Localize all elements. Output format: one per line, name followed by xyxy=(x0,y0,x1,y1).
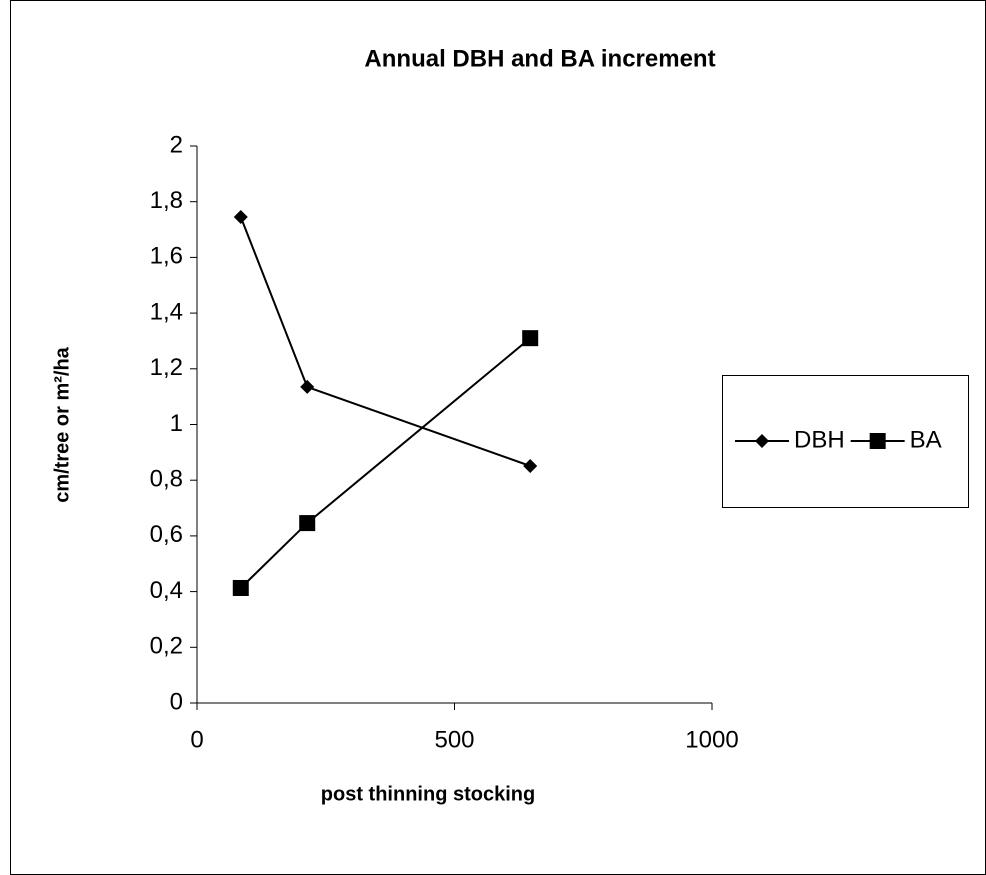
y-tick-label: 1 xyxy=(170,410,183,437)
y-axis-label: cm/tree or m²/ha xyxy=(51,346,73,502)
legend-label: BA xyxy=(910,426,942,453)
marker xyxy=(232,579,249,596)
y-tick-label: 2 xyxy=(170,131,183,158)
y-tick-label: 0 xyxy=(170,688,183,715)
y-tick-label: 0,8 xyxy=(150,466,183,493)
marker xyxy=(522,330,539,347)
x-tick-label: 0 xyxy=(190,726,203,753)
y-tick-label: 1,8 xyxy=(150,187,183,214)
marker xyxy=(300,379,315,394)
legend-marker xyxy=(869,433,886,449)
y-tick-label: 0,4 xyxy=(150,577,183,604)
legend-label: DBH xyxy=(794,426,845,453)
marker xyxy=(523,458,538,473)
marker xyxy=(299,515,316,532)
x-tick-label: 1000 xyxy=(685,726,738,753)
x-tick-label: 500 xyxy=(434,726,474,753)
y-tick-label: 0,2 xyxy=(150,633,183,660)
y-tick-label: 0,6 xyxy=(150,521,183,548)
legend-marker xyxy=(755,434,769,448)
y-tick-label: 1,6 xyxy=(150,243,183,270)
x-axis-label: post thinning stocking xyxy=(321,783,535,805)
y-tick-label: 1,2 xyxy=(150,354,183,381)
y-tick-label: 1,4 xyxy=(150,298,183,325)
chart-title: Annual DBH and BA increment xyxy=(364,45,715,72)
marker xyxy=(233,210,248,225)
